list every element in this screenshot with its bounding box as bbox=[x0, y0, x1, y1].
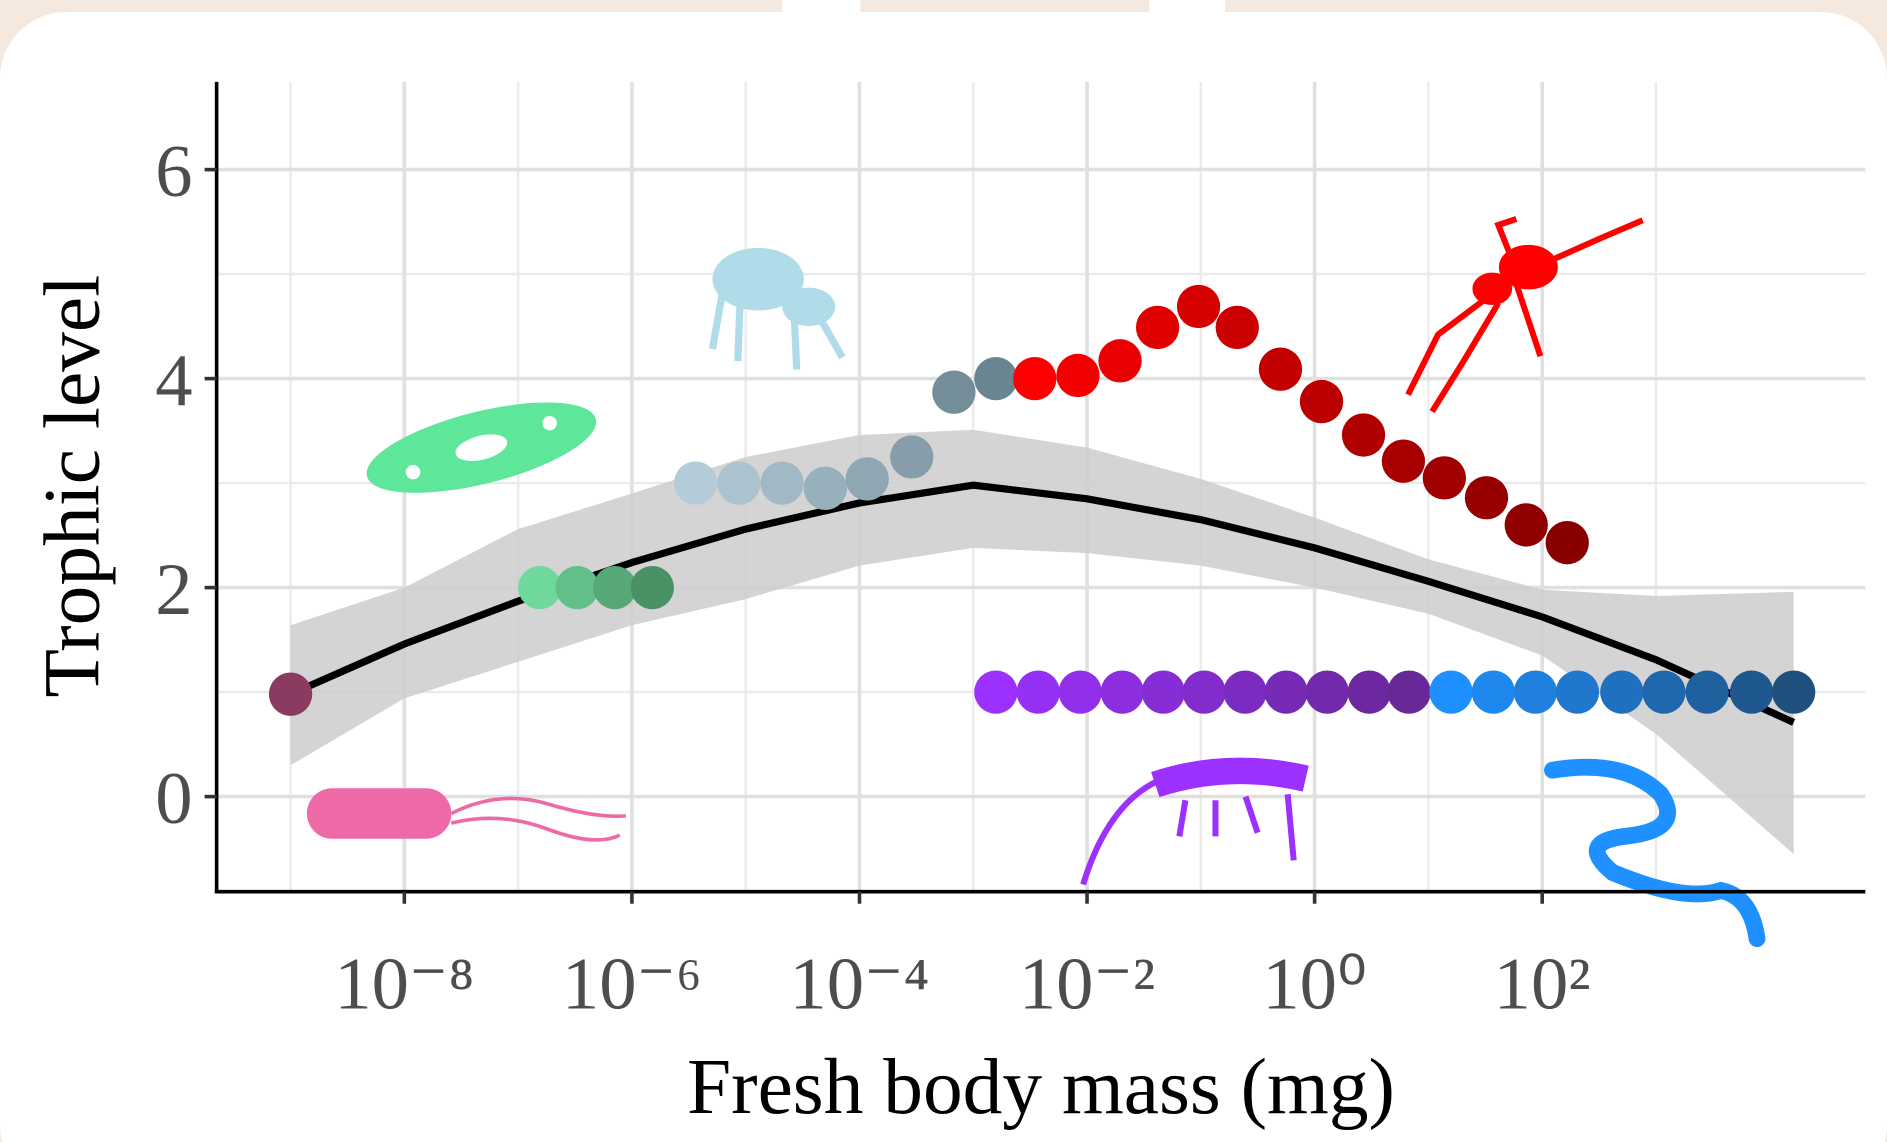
point bbox=[1555, 670, 1600, 714]
point bbox=[974, 356, 1018, 401]
point bbox=[890, 435, 934, 479]
point bbox=[1642, 670, 1686, 714]
point bbox=[1182, 670, 1226, 714]
band-layer bbox=[290, 429, 1794, 855]
amphipod-icon bbox=[1080, 757, 1309, 886]
point bbox=[1504, 503, 1548, 547]
point bbox=[1341, 413, 1386, 457]
point bbox=[1545, 521, 1589, 565]
point bbox=[1141, 670, 1185, 714]
point bbox=[673, 461, 718, 505]
y-tick-label: 6 bbox=[155, 131, 192, 213]
point bbox=[845, 457, 889, 501]
y-tick-label: 4 bbox=[155, 340, 192, 422]
point bbox=[1176, 284, 1221, 329]
point bbox=[1685, 670, 1729, 714]
point bbox=[1387, 670, 1431, 714]
point bbox=[1098, 339, 1142, 383]
point bbox=[268, 672, 313, 716]
point bbox=[1299, 379, 1344, 424]
point bbox=[1422, 456, 1466, 500]
point bbox=[1471, 670, 1515, 714]
point bbox=[1381, 439, 1426, 483]
x-tick-label: 10⁻² bbox=[1019, 943, 1155, 1025]
mite-icon bbox=[708, 247, 846, 370]
axes: 0 2 4 6 10⁻⁸ 10⁻⁶ 10⁻⁴ 10⁻² 10⁰ 10² bbox=[155, 81, 1866, 1025]
point bbox=[1347, 670, 1391, 714]
x-tick-label: 10² bbox=[1494, 943, 1591, 1025]
point bbox=[1058, 670, 1102, 714]
x-tick-label: 10⁻⁶ bbox=[562, 943, 702, 1025]
points bbox=[268, 284, 1816, 716]
y-tick-label: 2 bbox=[155, 549, 192, 631]
point bbox=[1513, 670, 1558, 714]
x-tick-label: 10⁻⁴ bbox=[789, 943, 929, 1025]
point bbox=[555, 565, 599, 610]
point bbox=[1016, 670, 1060, 714]
card bbox=[0, 12, 1887, 1142]
x-axis-title: Fresh body mass (mg) bbox=[687, 1043, 1395, 1131]
point bbox=[630, 565, 674, 610]
point bbox=[593, 565, 637, 610]
point bbox=[518, 565, 562, 610]
paramecium-icon bbox=[366, 402, 597, 493]
point bbox=[1135, 305, 1180, 350]
point bbox=[803, 466, 847, 510]
point bbox=[1215, 305, 1259, 350]
point bbox=[760, 461, 804, 505]
point bbox=[1600, 670, 1644, 714]
point bbox=[1429, 670, 1473, 714]
x-tick-label: 10⁰ bbox=[1262, 943, 1367, 1025]
point bbox=[1305, 670, 1349, 714]
point bbox=[1056, 353, 1100, 398]
spider-icon bbox=[1405, 216, 1644, 414]
bacterium-icon bbox=[306, 788, 626, 842]
y-tick-label: 0 bbox=[155, 758, 192, 840]
icons bbox=[306, 216, 1766, 948]
point bbox=[1258, 347, 1303, 391]
point bbox=[1771, 670, 1816, 714]
point bbox=[1264, 670, 1308, 714]
point bbox=[932, 370, 976, 414]
point bbox=[1464, 476, 1509, 520]
confidence-band bbox=[290, 429, 1794, 855]
point bbox=[1729, 670, 1774, 714]
point bbox=[1100, 670, 1144, 714]
y-axis-title: Trophic level bbox=[29, 275, 117, 698]
point bbox=[1013, 356, 1057, 401]
point bbox=[1223, 670, 1267, 714]
point bbox=[717, 461, 761, 505]
point bbox=[974, 670, 1018, 714]
x-tick-label: 10⁻⁸ bbox=[334, 943, 474, 1025]
